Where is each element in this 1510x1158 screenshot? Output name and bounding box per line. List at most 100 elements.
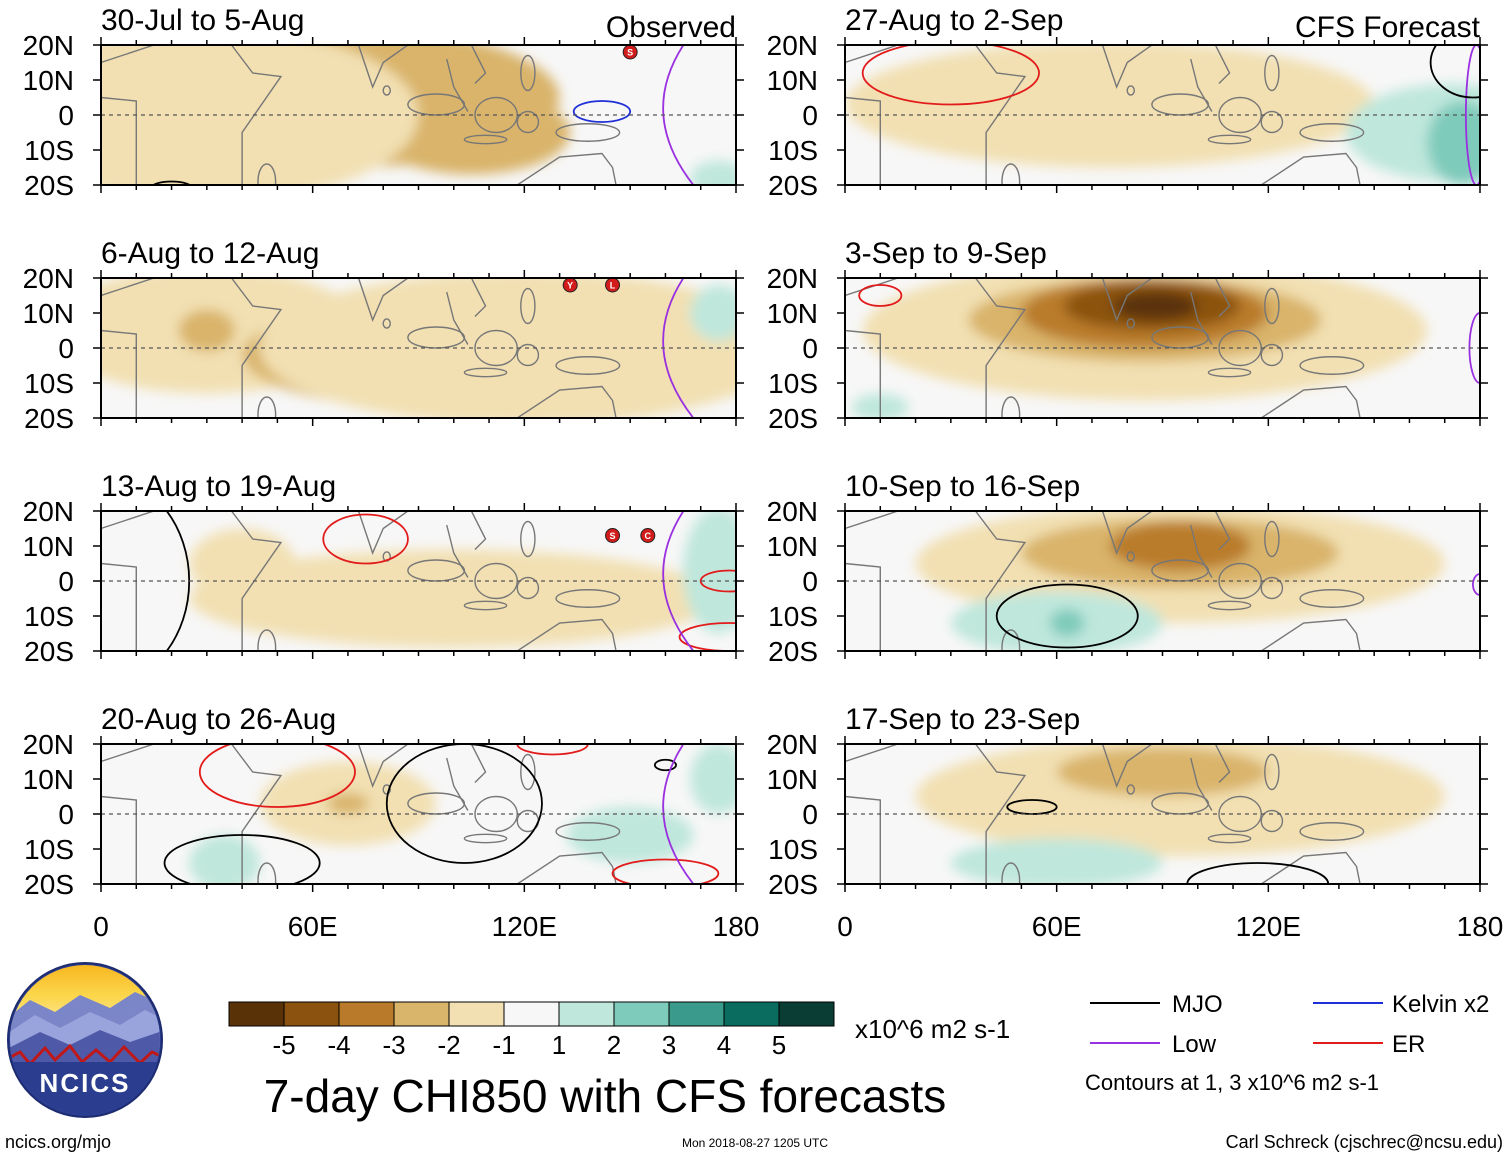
y-tick-label: 10N [23, 764, 74, 795]
island-outline [1264, 54, 1280, 92]
island-outline [516, 110, 540, 134]
anomaly-shading [1109, 521, 1251, 571]
colorbar-tick-label: 2 [607, 1030, 621, 1060]
colorbar-tick-label: 3 [662, 1030, 676, 1060]
y-tick-label: 0 [58, 333, 74, 364]
map-panel: 20N 10N 0 10S 20S 10-Sep to 16-Sep [767, 470, 1488, 667]
y-tick-label: 0 [58, 799, 74, 830]
anomaly-shading [1427, 101, 1480, 185]
panel-grid: S 20N 10N 0 10S 20S 30-Jul to 5-Aug Observed Y L 2… [23, 4, 1504, 942]
contour-legend: MJO Kelvin x2 Low ER Contours at 1, 3 x1… [1085, 991, 1489, 1095]
contour-mjo [151, 180, 192, 185]
y-tick-label: 10N [23, 65, 74, 96]
island-outline [407, 792, 466, 815]
y-tick-label: 10N [767, 298, 818, 329]
panel-period: 27-Aug to 2-Sep [845, 4, 1063, 37]
island-outline [257, 163, 277, 185]
contour-er [699, 569, 736, 593]
panel-period: 6-Aug to 12-Aug [101, 237, 319, 270]
island-outline [1264, 753, 1280, 791]
legend-label-low: Low [1172, 1031, 1217, 1058]
contour-mjo [653, 758, 677, 772]
x-tick-label: 0 [93, 911, 109, 942]
contour-er [678, 622, 736, 651]
figure-title: 7-day CHI850 with CFS forecasts [264, 1070, 947, 1122]
colorbar-tick-label: -3 [382, 1030, 405, 1060]
island-outline [1264, 287, 1280, 325]
y-tick-label: 10S [24, 135, 74, 166]
storm-marker: L [605, 277, 621, 293]
x-tick-label: 120E [492, 911, 557, 942]
island-outline [1126, 85, 1135, 96]
island-outline [1001, 163, 1021, 185]
island-outline [1126, 318, 1135, 329]
anomaly-shading [845, 45, 1375, 168]
y-tick-label: 10N [767, 531, 818, 562]
footer-timestamp: Mon 2018-08-27 1205 UTC [682, 1136, 828, 1150]
y-tick-label: 0 [58, 100, 74, 131]
storm-marker: Y [562, 277, 578, 293]
storm-label: S [610, 531, 616, 541]
map-panel: 20N 10N 0 10S 20S 3-Sep to 9-Sep [767, 222, 1488, 434]
colorbar-swatch [393, 1001, 450, 1027]
island-outline [1299, 589, 1365, 608]
map-panel: S 20N 10N 0 10S 20S 30-Jul to 5-Aug Observed [23, 4, 744, 201]
anomaly-shading [690, 285, 736, 341]
anomaly-shading [950, 838, 1163, 884]
y-tick-label: 20S [768, 170, 818, 201]
y-tick-label: 20N [767, 263, 818, 294]
y-tick-label: 10S [768, 601, 818, 632]
storm-marker: S [605, 528, 621, 543]
storm-label: S [627, 48, 633, 58]
storm-marker: C [640, 528, 656, 543]
island-outline [1001, 629, 1021, 651]
panel-period: 10-Sep to 16-Sep [845, 470, 1080, 503]
map-panel: Y L 20N 10N 0 10S 20S 6-Aug to 12-Aug [23, 237, 744, 434]
contour-er [611, 858, 720, 884]
island-outline [257, 396, 277, 418]
island-outline [1299, 123, 1365, 142]
island-outline [1151, 559, 1210, 582]
x-tick-label: 180 [713, 911, 760, 942]
legend-label-mjo: MJO [1172, 991, 1223, 1018]
anomaly-shading [566, 807, 694, 863]
storm-label: C [645, 531, 652, 541]
island-outline [1299, 356, 1365, 375]
anomaly-shading [189, 528, 296, 599]
panel-period: 30-Jul to 5-Aug [101, 4, 304, 37]
coastline [845, 511, 1361, 651]
island-outline [1264, 520, 1280, 558]
anomaly-shading [101, 45, 419, 185]
y-tick-label: 20N [767, 496, 818, 527]
column-header: CFS Forecast [1295, 11, 1481, 44]
island-outline [1260, 576, 1284, 600]
colorbar-swatch [668, 1001, 725, 1027]
footer-url[interactable]: ncics.org/mjo [5, 1132, 111, 1152]
contour-mjo [163, 834, 321, 884]
contour-mjo [1186, 862, 1330, 884]
island-outline [1321, 688, 1328, 695]
y-tick-label: 10N [23, 531, 74, 562]
anomaly-shading [690, 744, 736, 814]
y-tick-label: 0 [58, 566, 74, 597]
colorbar-tick-label: 4 [717, 1030, 731, 1060]
island-outline [407, 93, 466, 116]
island-outline [1321, 222, 1328, 229]
colorbar-tick-label: -5 [272, 1030, 295, 1060]
y-tick-label: 0 [802, 333, 818, 364]
island-outline [555, 822, 621, 841]
coastline [845, 744, 1361, 884]
coastline [101, 45, 617, 185]
anomaly-shading [1049, 609, 1085, 637]
contour-mjo [1429, 45, 1480, 99]
island-outline [1207, 134, 1252, 145]
y-tick-label: 20S [24, 403, 74, 434]
island-outline [577, 688, 584, 695]
y-tick-label: 20S [768, 636, 818, 667]
x-tick-label: 180 [1457, 911, 1504, 942]
logo-text: NCICS [40, 1068, 131, 1098]
island-outline [382, 318, 391, 329]
footer-credit: Carl Schreck (cjschrec@ncsu.edu) [1226, 1132, 1503, 1152]
map-panel: 20N 10N 0 10S 20S 17-Sep to 23-Sep 0 60E 120E 180 [767, 688, 1504, 942]
